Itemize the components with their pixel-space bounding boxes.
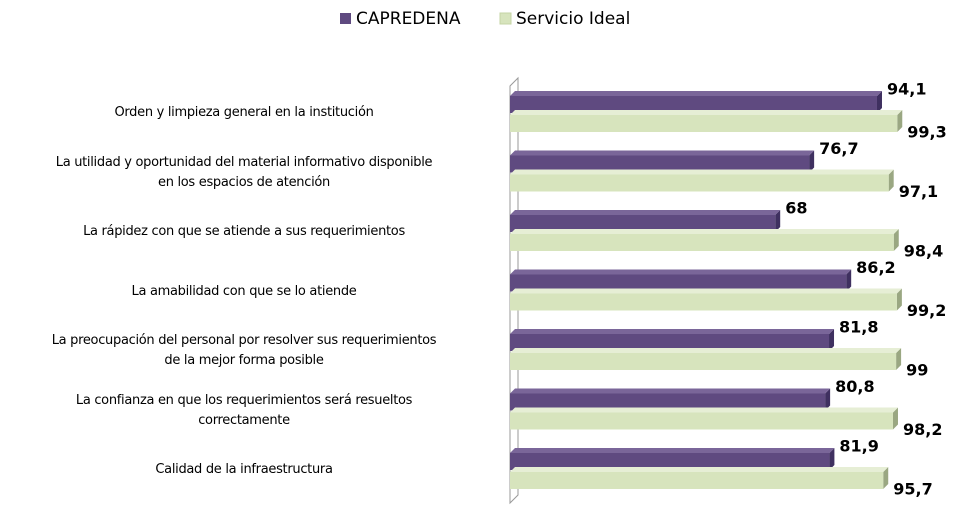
- value-label: 86,2: [856, 258, 895, 277]
- bar-depth: [888, 169, 894, 192]
- legend-swatch: [499, 12, 512, 25]
- bar-top: [510, 329, 835, 334]
- category-label: La preocupación del personal por resolve…: [51, 333, 437, 368]
- bar-depth: [775, 210, 781, 232]
- bar: [510, 274, 847, 292]
- legend-label: Servicio Ideal: [516, 9, 630, 29]
- legend-label: CAPREDENA: [356, 9, 461, 29]
- bar-top: [510, 269, 852, 275]
- bar-depth: [896, 348, 902, 370]
- bar: [510, 234, 894, 251]
- bar-top: [510, 150, 815, 156]
- bar: [510, 453, 830, 470]
- value-label: 98,2: [903, 420, 942, 439]
- bar: [510, 96, 877, 113]
- category-label: Calidad de la infraestructura: [155, 462, 333, 477]
- value-label: 99,2: [907, 301, 946, 320]
- category-label: La amabilidad con que se lo atiende: [131, 283, 357, 299]
- bar: [510, 155, 810, 173]
- bar-top: [510, 388, 831, 394]
- bar: [510, 334, 830, 351]
- bar: [510, 353, 897, 370]
- bar-top: [510, 169, 894, 175]
- category-label: La confianza en que los requerimientos s…: [75, 392, 413, 428]
- bar-depth: [876, 91, 882, 113]
- value-label: 80,8: [835, 377, 874, 396]
- value-label: 97,1: [899, 182, 938, 201]
- bar-top: [510, 229, 899, 234]
- bar-top: [510, 210, 781, 215]
- bar-depth: [893, 229, 899, 251]
- bar-depth: [829, 329, 835, 351]
- bar-top: [510, 407, 898, 413]
- bar: [510, 293, 897, 311]
- bar-top: [510, 448, 835, 453]
- bar-top: [510, 467, 889, 472]
- value-label: 81,9: [839, 437, 878, 456]
- value-label: 94,1: [887, 80, 926, 99]
- legend-swatch: [340, 13, 351, 24]
- value-label: 95,7: [893, 480, 932, 499]
- bar-depth: [896, 288, 902, 311]
- bar: [510, 174, 889, 192]
- value-label: 99,3: [907, 123, 946, 142]
- bar: [510, 393, 826, 411]
- bar: [510, 215, 776, 232]
- bar-depth: [809, 150, 815, 173]
- value-label: 98,4: [904, 242, 943, 261]
- value-label: 99: [906, 361, 928, 380]
- value-label: 68: [785, 199, 807, 218]
- bar-top: [510, 110, 903, 115]
- bar-top: [510, 91, 882, 96]
- value-label: 81,8: [839, 318, 878, 337]
- bar-depth: [892, 407, 898, 430]
- bar-depth: [829, 448, 835, 470]
- bar-top: [510, 348, 902, 353]
- category-label: Orden y limpieza general en la instituci…: [114, 105, 374, 120]
- bar-depth: [825, 388, 831, 411]
- bar: [510, 115, 898, 132]
- bar-depth: [883, 467, 889, 489]
- value-label: 76,7: [819, 139, 858, 158]
- bar: [510, 412, 893, 430]
- category-label: La utilidad y oportunidad del material i…: [55, 154, 433, 190]
- bar-top: [510, 288, 902, 294]
- bar-depth: [846, 269, 852, 292]
- bar: [510, 472, 884, 489]
- bar-depth: [897, 110, 903, 132]
- category-label: La rápidez con que se atiende a sus requ…: [83, 224, 405, 239]
